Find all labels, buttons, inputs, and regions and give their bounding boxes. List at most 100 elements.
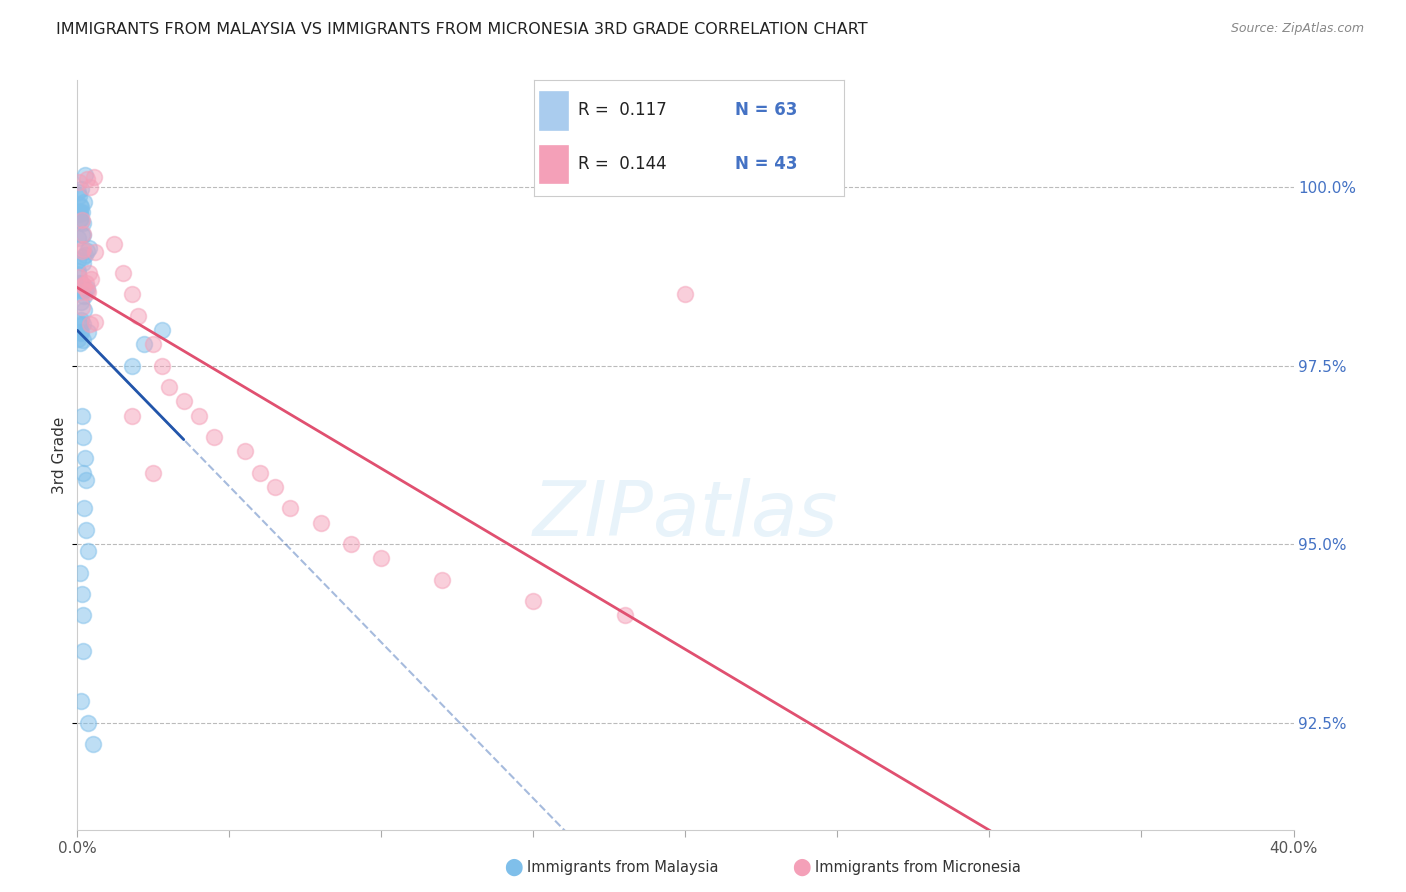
Point — [66, 332, 89, 346]
Point — [77, 241, 100, 255]
Point — [157, 380, 180, 394]
Point — [278, 501, 301, 516]
Text: ⬤: ⬤ — [503, 858, 523, 876]
Point — [77, 266, 100, 280]
Point — [142, 466, 165, 480]
Bar — [540, 92, 568, 129]
Text: N = 63: N = 63 — [735, 102, 797, 120]
Point — [522, 594, 544, 608]
Point — [75, 276, 97, 290]
Point — [69, 318, 91, 333]
Point — [70, 212, 93, 227]
Point — [264, 480, 287, 494]
Point — [249, 466, 271, 480]
Point — [66, 186, 89, 200]
Point — [73, 501, 96, 516]
Point — [70, 326, 93, 341]
Text: R =  0.117: R = 0.117 — [578, 102, 666, 120]
Point — [67, 189, 90, 203]
Point — [127, 309, 149, 323]
Point — [72, 216, 94, 230]
Point — [202, 430, 225, 444]
Point — [73, 169, 96, 183]
Text: N = 43: N = 43 — [735, 155, 797, 173]
Point — [309, 516, 332, 530]
Point — [79, 318, 101, 332]
Point — [70, 313, 93, 327]
Point — [233, 444, 256, 458]
Point — [430, 573, 453, 587]
Point — [84, 244, 107, 259]
Text: Immigrants from Malaysia: Immigrants from Malaysia — [527, 860, 718, 874]
Point — [70, 284, 93, 298]
Point — [83, 170, 105, 185]
Point — [142, 337, 165, 351]
Text: Source: ZipAtlas.com: Source: ZipAtlas.com — [1230, 22, 1364, 36]
Point — [79, 180, 101, 194]
Point — [70, 182, 93, 196]
Point — [76, 244, 98, 259]
Point — [83, 315, 105, 329]
Point — [77, 544, 100, 558]
Point — [152, 323, 174, 337]
Point — [72, 242, 94, 256]
Point — [72, 228, 94, 243]
Point — [69, 317, 91, 331]
Point — [72, 228, 94, 243]
Point — [370, 551, 392, 566]
Point — [70, 300, 93, 314]
Point — [134, 337, 156, 351]
Point — [121, 287, 143, 301]
Point — [70, 694, 93, 708]
Point — [67, 205, 90, 219]
Point — [73, 303, 96, 318]
Point — [188, 409, 211, 423]
Point — [72, 279, 94, 293]
Point — [69, 270, 91, 285]
Point — [69, 212, 91, 227]
Point — [72, 466, 94, 480]
Point — [73, 284, 96, 298]
Text: Immigrants from Micronesia: Immigrants from Micronesia — [815, 860, 1021, 874]
Point — [72, 227, 94, 242]
Point — [67, 175, 90, 189]
Text: IMMIGRANTS FROM MALAYSIA VS IMMIGRANTS FROM MICRONESIA 3RD GRADE CORRELATION CHA: IMMIGRANTS FROM MALAYSIA VS IMMIGRANTS F… — [56, 22, 868, 37]
Point — [67, 276, 90, 290]
Point — [675, 287, 697, 301]
Text: ZIPatlas: ZIPatlas — [533, 478, 838, 552]
Point — [82, 737, 104, 751]
Point — [70, 244, 93, 259]
Point — [69, 566, 91, 580]
Point — [69, 325, 91, 339]
Point — [103, 237, 125, 252]
Point — [111, 266, 134, 280]
Point — [66, 264, 89, 278]
Point — [69, 207, 91, 221]
Point — [76, 284, 98, 298]
Point — [69, 197, 91, 211]
Point — [75, 473, 97, 487]
Point — [73, 195, 96, 210]
Point — [72, 278, 94, 293]
Point — [70, 205, 93, 219]
Point — [173, 394, 195, 409]
Point — [76, 172, 98, 186]
Point — [72, 608, 94, 623]
Point — [69, 336, 91, 351]
Point — [613, 608, 636, 623]
Point — [72, 644, 94, 658]
Point — [66, 252, 89, 267]
Point — [121, 409, 143, 423]
Point — [76, 285, 98, 300]
Point — [79, 272, 101, 286]
Point — [67, 267, 90, 281]
Point — [121, 359, 143, 373]
Point — [66, 230, 89, 244]
Point — [70, 409, 93, 423]
Point — [70, 277, 93, 291]
Text: R =  0.144: R = 0.144 — [578, 155, 666, 173]
Point — [70, 587, 93, 601]
Point — [72, 318, 94, 332]
Point — [72, 333, 94, 347]
Point — [75, 523, 97, 537]
